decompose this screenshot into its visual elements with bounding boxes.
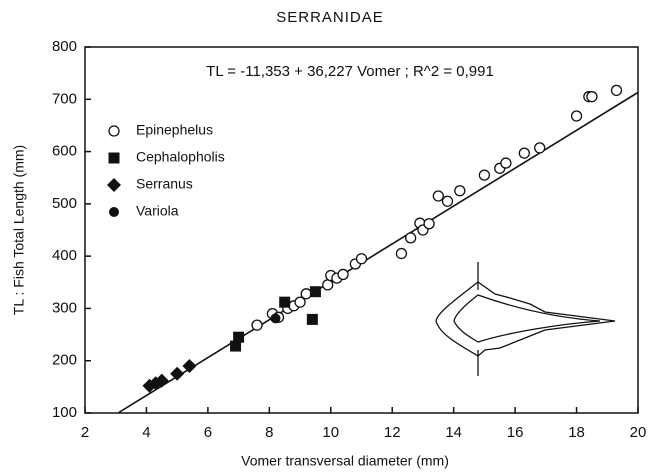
point <box>519 148 529 158</box>
point <box>455 186 465 196</box>
point <box>433 191 443 201</box>
point <box>323 280 333 290</box>
y-tick-label: 800 <box>52 38 77 55</box>
x-tick-label: 6 <box>204 424 212 441</box>
legend-label: Cephalopholis <box>136 149 225 165</box>
point <box>307 314 318 325</box>
legend-marker <box>107 178 121 192</box>
point <box>279 297 290 308</box>
x-tick-label: 8 <box>265 424 273 441</box>
point <box>611 85 621 95</box>
y-axis-label: TL : Fish Total Length (mm) <box>11 145 27 315</box>
point <box>396 249 406 259</box>
legend-marker <box>109 126 119 136</box>
point <box>182 359 196 373</box>
plot-frame <box>85 47 638 413</box>
legend-label: Variola <box>136 203 179 219</box>
point <box>501 158 511 168</box>
legend-label: Epinephelus <box>136 122 213 138</box>
point <box>479 170 489 180</box>
y-tick-label: 200 <box>52 352 77 369</box>
y-tick-label: 300 <box>52 299 77 316</box>
vomer-drawing <box>436 262 615 376</box>
point <box>572 111 582 121</box>
point <box>357 254 367 264</box>
y-tick-label: 100 <box>52 404 77 421</box>
point <box>443 196 453 206</box>
x-axis-label: Vomer transversal diameter (mm) <box>241 453 449 469</box>
point <box>338 269 348 279</box>
x-tick-label: 4 <box>142 424 150 441</box>
point <box>535 143 545 153</box>
point <box>301 289 311 299</box>
x-tick-label: 10 <box>322 424 339 441</box>
x-tick-label: 20 <box>630 424 647 441</box>
y-tick-label: 700 <box>52 90 77 107</box>
legend-marker <box>109 207 119 217</box>
chart-title: SERRANIDAE <box>276 9 384 26</box>
point <box>252 320 262 330</box>
chart: SERRANIDAE TL = -11,353 + 36,227 Vomer ;… <box>0 0 663 473</box>
point <box>587 92 597 102</box>
y-tick-label: 400 <box>52 247 77 264</box>
y-tick-label: 500 <box>52 195 77 212</box>
x-tick-label: 2 <box>81 424 89 441</box>
x-tick-label: 12 <box>384 424 401 441</box>
x-tick-label: 14 <box>445 424 462 441</box>
x-tick-label: 16 <box>507 424 524 441</box>
legend-label: Serranus <box>136 176 193 192</box>
point <box>406 233 416 243</box>
point <box>233 332 244 343</box>
y-tick-label: 600 <box>52 143 77 160</box>
point <box>270 313 280 323</box>
point <box>310 286 321 297</box>
x-tick-label: 18 <box>568 424 585 441</box>
point <box>424 219 434 229</box>
legend-marker <box>109 153 120 164</box>
equation: TL = -11,353 + 36,227 Vomer ; R^2 = 0,99… <box>206 63 494 80</box>
regression-line <box>118 92 638 413</box>
